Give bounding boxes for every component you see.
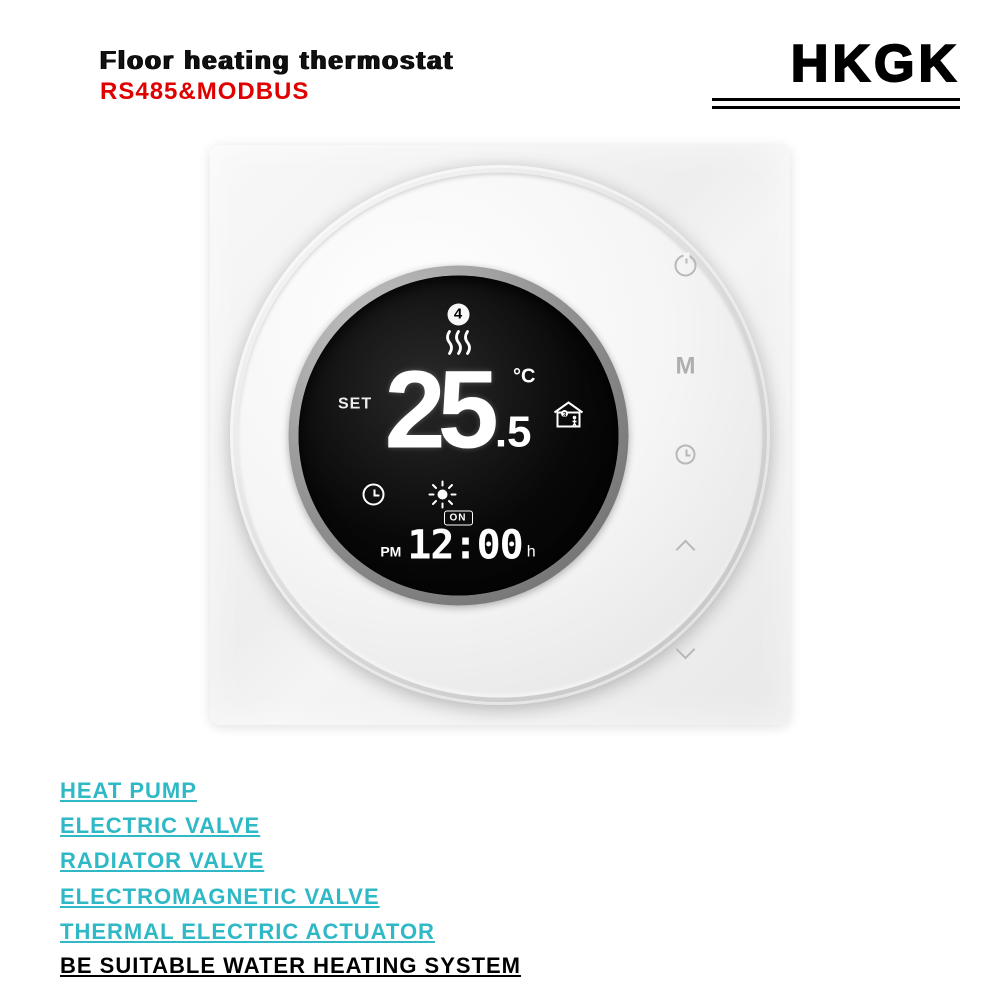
up-button[interactable] [671,543,701,557]
mode-button[interactable]: M [671,353,701,381]
lcd-screen: 4 SET 25 .5 °C [298,275,618,595]
dial-ring-outer: 4 SET 25 .5 °C [230,165,770,705]
brand-logo: HKGK [791,38,960,90]
feature-item[interactable]: THERMAL ELECTRIC ACTUATOR [60,914,521,949]
title-line2: RS485&MODBUS [100,78,454,106]
time-digits: 12:00 [407,525,522,565]
feature-item[interactable]: HEAT PUMP [60,773,521,808]
brand-underline [712,98,960,101]
time-readout: PM 12:00 h [380,525,535,565]
power-button[interactable] [671,255,701,277]
home-icon: 3 [550,400,586,428]
temp-decimal: .5 [495,407,532,457]
feature-summary: BE SUITABLE WATER HEATING SYSTEM [60,953,521,979]
down-button[interactable] [671,643,701,657]
temperature-readout: 25 .5 [384,355,531,465]
sun-icon [428,480,456,508]
ampm-label: PM [380,543,401,559]
thermostat-panel: 4 SET 25 .5 °C [210,145,790,725]
feature-item[interactable]: RADIATOR VALVE [60,843,521,878]
clock-button-icon [676,445,696,465]
period-badge: 4 [447,303,469,325]
clock-icon [362,483,384,505]
brand-underline2 [712,106,960,109]
temp-unit: °C [513,365,535,388]
title-line1: Floor heating thermostat [100,45,454,76]
chevron-down-icon [676,640,696,660]
power-icon [675,255,697,277]
dial-ring-inner: 4 SET 25 .5 °C [238,173,763,698]
header: Floor heating thermostat RS485&MODBUS [100,45,454,106]
feature-item[interactable]: ELECTROMAGNETIC VALVE [60,879,521,914]
lcd-bezel: 4 SET 25 .5 °C [288,265,628,605]
chevron-up-icon [676,540,696,560]
clock-button[interactable] [671,445,701,465]
feature-item[interactable]: ELECTRIC VALVE [60,808,521,843]
feature-list: HEAT PUMP ELECTRIC VALVE RADIATOR VALVE … [60,773,521,979]
set-label: SET [338,395,372,413]
time-suffix: h [527,543,536,561]
temp-integer: 25 [384,355,490,465]
